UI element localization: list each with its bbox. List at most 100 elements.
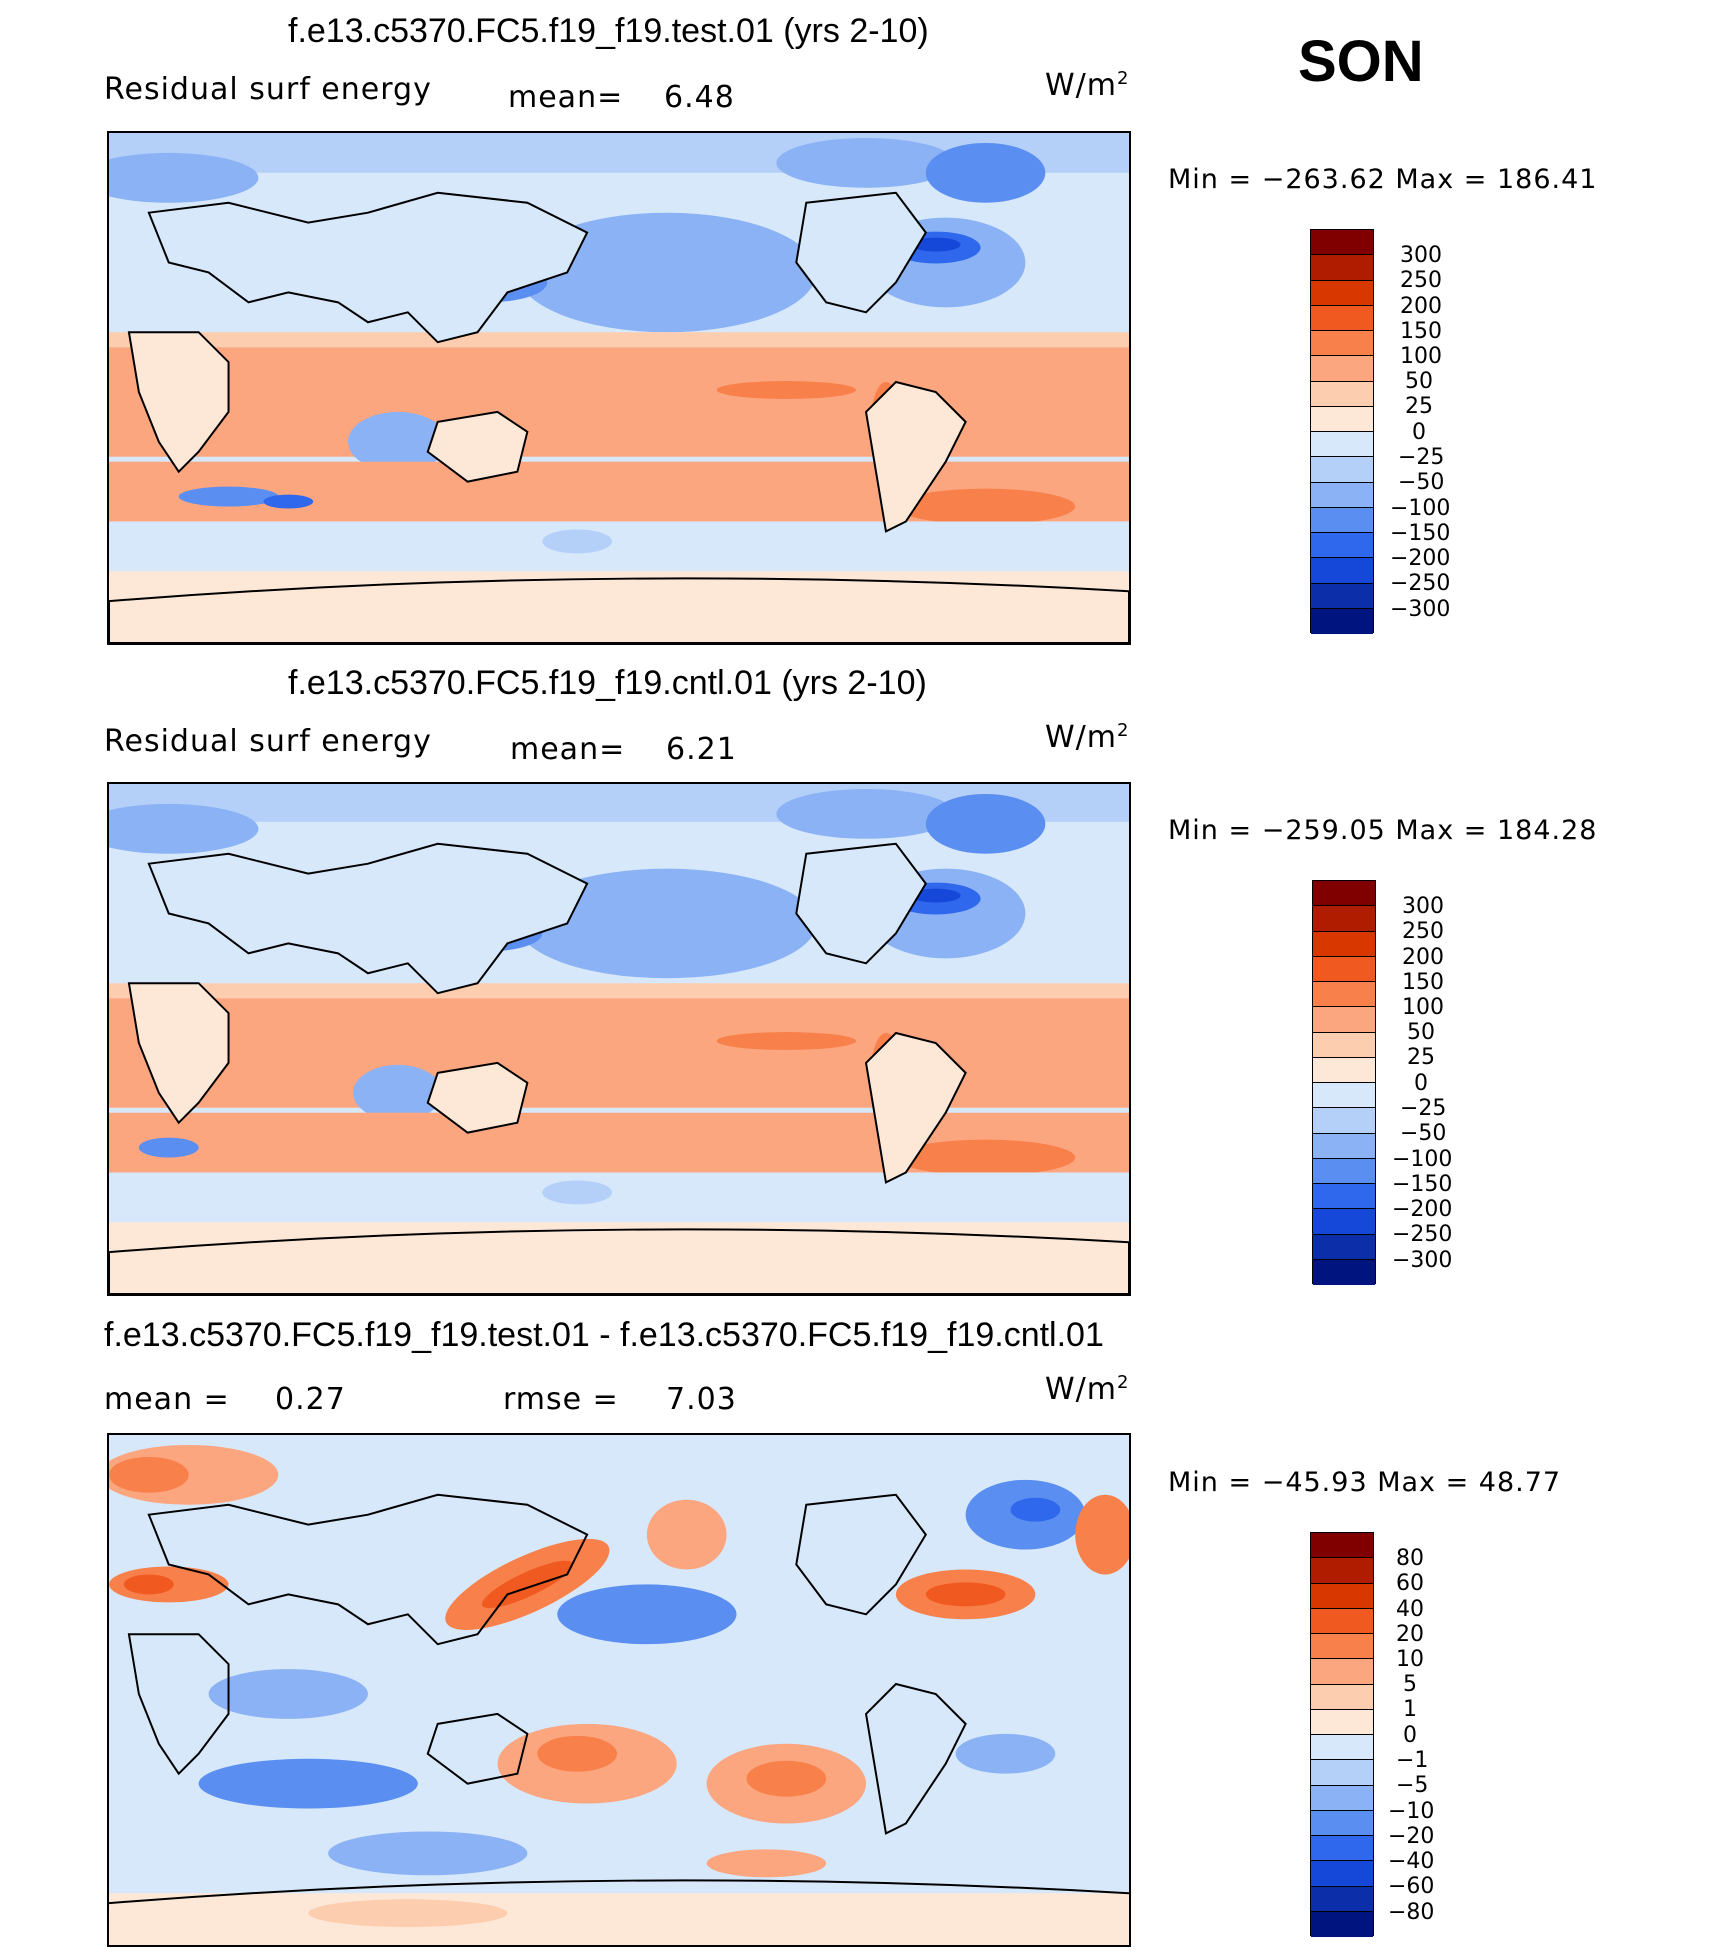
panel-2-minmax: Min = −259.05 Max = 184.28 bbox=[1168, 815, 1598, 846]
colorbar-swatch bbox=[1311, 558, 1373, 584]
colorbar-1-tick: 50 bbox=[1405, 369, 1433, 394]
colorbar-1-tick: −50 bbox=[1398, 470, 1445, 495]
panel-2-mean-value: 6.21 bbox=[666, 732, 737, 767]
season-label: SON bbox=[1298, 29, 1424, 94]
colorbar-3-tick: −5 bbox=[1396, 1773, 1429, 1798]
panel-3-mean-value: 0.27 bbox=[275, 1382, 346, 1417]
colorbar-swatch bbox=[1311, 1709, 1373, 1735]
colorbar-swatch bbox=[1313, 1007, 1375, 1033]
colorbar-swatch bbox=[1311, 1558, 1373, 1584]
colorbar-2-tick: 100 bbox=[1402, 995, 1444, 1020]
colorbar-3-tick: 0 bbox=[1403, 1723, 1417, 1748]
colorbar-swatch bbox=[1313, 931, 1375, 957]
colorbar-swatch bbox=[1311, 1634, 1373, 1660]
panel-2-units: W/m2 bbox=[1045, 720, 1130, 755]
panel-3-mean-label: mean = bbox=[104, 1382, 230, 1417]
colorbar-3-tick: −60 bbox=[1388, 1874, 1435, 1899]
colorbar-2-tick: −100 bbox=[1392, 1147, 1453, 1172]
colorbar-swatch bbox=[1311, 1836, 1373, 1862]
colorbar-2-tick: −25 bbox=[1400, 1096, 1447, 1121]
colorbar-2-tick: −200 bbox=[1392, 1197, 1453, 1222]
colorbar-swatch bbox=[1311, 331, 1373, 357]
colorbar-swatch bbox=[1311, 1886, 1373, 1912]
colorbar-swatch bbox=[1311, 1861, 1373, 1887]
colorbar-2-tick: −50 bbox=[1400, 1121, 1447, 1146]
colorbar-swatch bbox=[1313, 1259, 1375, 1285]
colorbar-swatch bbox=[1311, 230, 1373, 256]
colorbar-swatch bbox=[1313, 1083, 1375, 1109]
colorbar-1-tick: 150 bbox=[1400, 319, 1442, 344]
colorbar-swatch bbox=[1311, 583, 1373, 609]
colorbar-swatch bbox=[1313, 1209, 1375, 1235]
colorbar-1-tick: −200 bbox=[1390, 546, 1451, 571]
colorbar-3-tick: −10 bbox=[1388, 1799, 1435, 1824]
panel-3-map bbox=[107, 1433, 1131, 1947]
colorbar-1-tick: 200 bbox=[1400, 294, 1442, 319]
panel-2-colorbar bbox=[1312, 880, 1376, 1285]
colorbar-swatch bbox=[1311, 1659, 1373, 1685]
colorbar-2-tick: −300 bbox=[1392, 1248, 1453, 1273]
panel-3-minmax: Min = −45.93 Max = 48.77 bbox=[1168, 1467, 1562, 1498]
colorbar-3-tick: −1 bbox=[1396, 1748, 1429, 1773]
panel-2-map bbox=[107, 782, 1131, 1296]
colorbar-2-tick: −250 bbox=[1392, 1222, 1453, 1247]
colorbar-2-tick: 200 bbox=[1402, 945, 1444, 970]
colorbar-swatch bbox=[1313, 906, 1375, 932]
colorbar-3-tick: 40 bbox=[1396, 1597, 1424, 1622]
colorbar-3-tick: −80 bbox=[1388, 1900, 1435, 1925]
colorbar-swatch bbox=[1311, 356, 1373, 382]
colorbar-swatch bbox=[1313, 1057, 1375, 1083]
colorbar-swatch bbox=[1313, 1032, 1375, 1058]
colorbar-swatch bbox=[1313, 1158, 1375, 1184]
colorbar-3-tick: 60 bbox=[1396, 1571, 1424, 1596]
panel-2-field-label: Residual surf energy bbox=[104, 724, 432, 759]
colorbar-swatch bbox=[1311, 457, 1373, 483]
colorbar-1-tick: −25 bbox=[1398, 445, 1445, 470]
panel-1-minmax: Min = −263.62 Max = 186.41 bbox=[1168, 164, 1598, 195]
panel-1-mean-label: mean= bbox=[508, 80, 624, 115]
colorbar-swatch bbox=[1311, 507, 1373, 533]
colorbar-3-tick: 20 bbox=[1396, 1622, 1424, 1647]
colorbar-swatch bbox=[1313, 1184, 1375, 1210]
colorbar-swatch bbox=[1313, 982, 1375, 1008]
colorbar-2-tick: 0 bbox=[1414, 1071, 1428, 1096]
colorbar-3-tick: −20 bbox=[1388, 1824, 1435, 1849]
colorbar-swatch bbox=[1313, 881, 1375, 907]
panel-3-rmse-label: rmse = bbox=[503, 1382, 619, 1417]
colorbar-swatch bbox=[1311, 1760, 1373, 1786]
colorbar-swatch bbox=[1311, 1608, 1373, 1634]
panel-2-title: f.e13.c5370.FC5.f19_f19.cntl.01 (yrs 2-1… bbox=[288, 664, 927, 702]
colorbar-1-tick: 25 bbox=[1405, 394, 1433, 419]
colorbar-swatch bbox=[1311, 608, 1373, 634]
colorbar-swatch bbox=[1311, 1785, 1373, 1811]
colorbar-1-tick: 300 bbox=[1400, 243, 1442, 268]
colorbar-1-tick: 100 bbox=[1400, 344, 1442, 369]
panel-3-rmse-value: 7.03 bbox=[666, 1382, 737, 1417]
panel-3-units: W/m2 bbox=[1045, 1372, 1130, 1407]
panel-1-colorbar bbox=[1310, 229, 1374, 634]
colorbar-swatch bbox=[1311, 305, 1373, 331]
colorbar-1-tick: −100 bbox=[1390, 496, 1451, 521]
colorbar-swatch bbox=[1313, 1133, 1375, 1159]
colorbar-swatch bbox=[1311, 280, 1373, 306]
panel-3-colorbar bbox=[1310, 1532, 1374, 1937]
colorbar-1-tick: −250 bbox=[1390, 571, 1451, 596]
colorbar-3-tick: 10 bbox=[1396, 1647, 1424, 1672]
colorbar-swatch bbox=[1311, 533, 1373, 559]
colorbar-swatch bbox=[1311, 1911, 1373, 1937]
colorbar-1-tick: 250 bbox=[1400, 268, 1442, 293]
colorbar-swatch bbox=[1311, 432, 1373, 458]
colorbar-1-tick: −300 bbox=[1390, 597, 1451, 622]
colorbar-3-tick: −40 bbox=[1388, 1849, 1435, 1874]
colorbar-swatch bbox=[1311, 1533, 1373, 1559]
colorbar-swatch bbox=[1313, 1234, 1375, 1260]
colorbar-3-tick: 80 bbox=[1396, 1546, 1424, 1571]
colorbar-swatch bbox=[1311, 381, 1373, 407]
panel-3-title: f.e13.c5370.FC5.f19_f19.test.01 - f.e13.… bbox=[104, 1316, 1104, 1354]
colorbar-2-tick: 250 bbox=[1402, 919, 1444, 944]
colorbar-1-tick: −150 bbox=[1390, 521, 1451, 546]
colorbar-swatch bbox=[1313, 1108, 1375, 1134]
panel-1-mean-value: 6.48 bbox=[664, 80, 735, 115]
colorbar-swatch bbox=[1313, 956, 1375, 982]
panel-2-mean-label: mean= bbox=[510, 732, 626, 767]
